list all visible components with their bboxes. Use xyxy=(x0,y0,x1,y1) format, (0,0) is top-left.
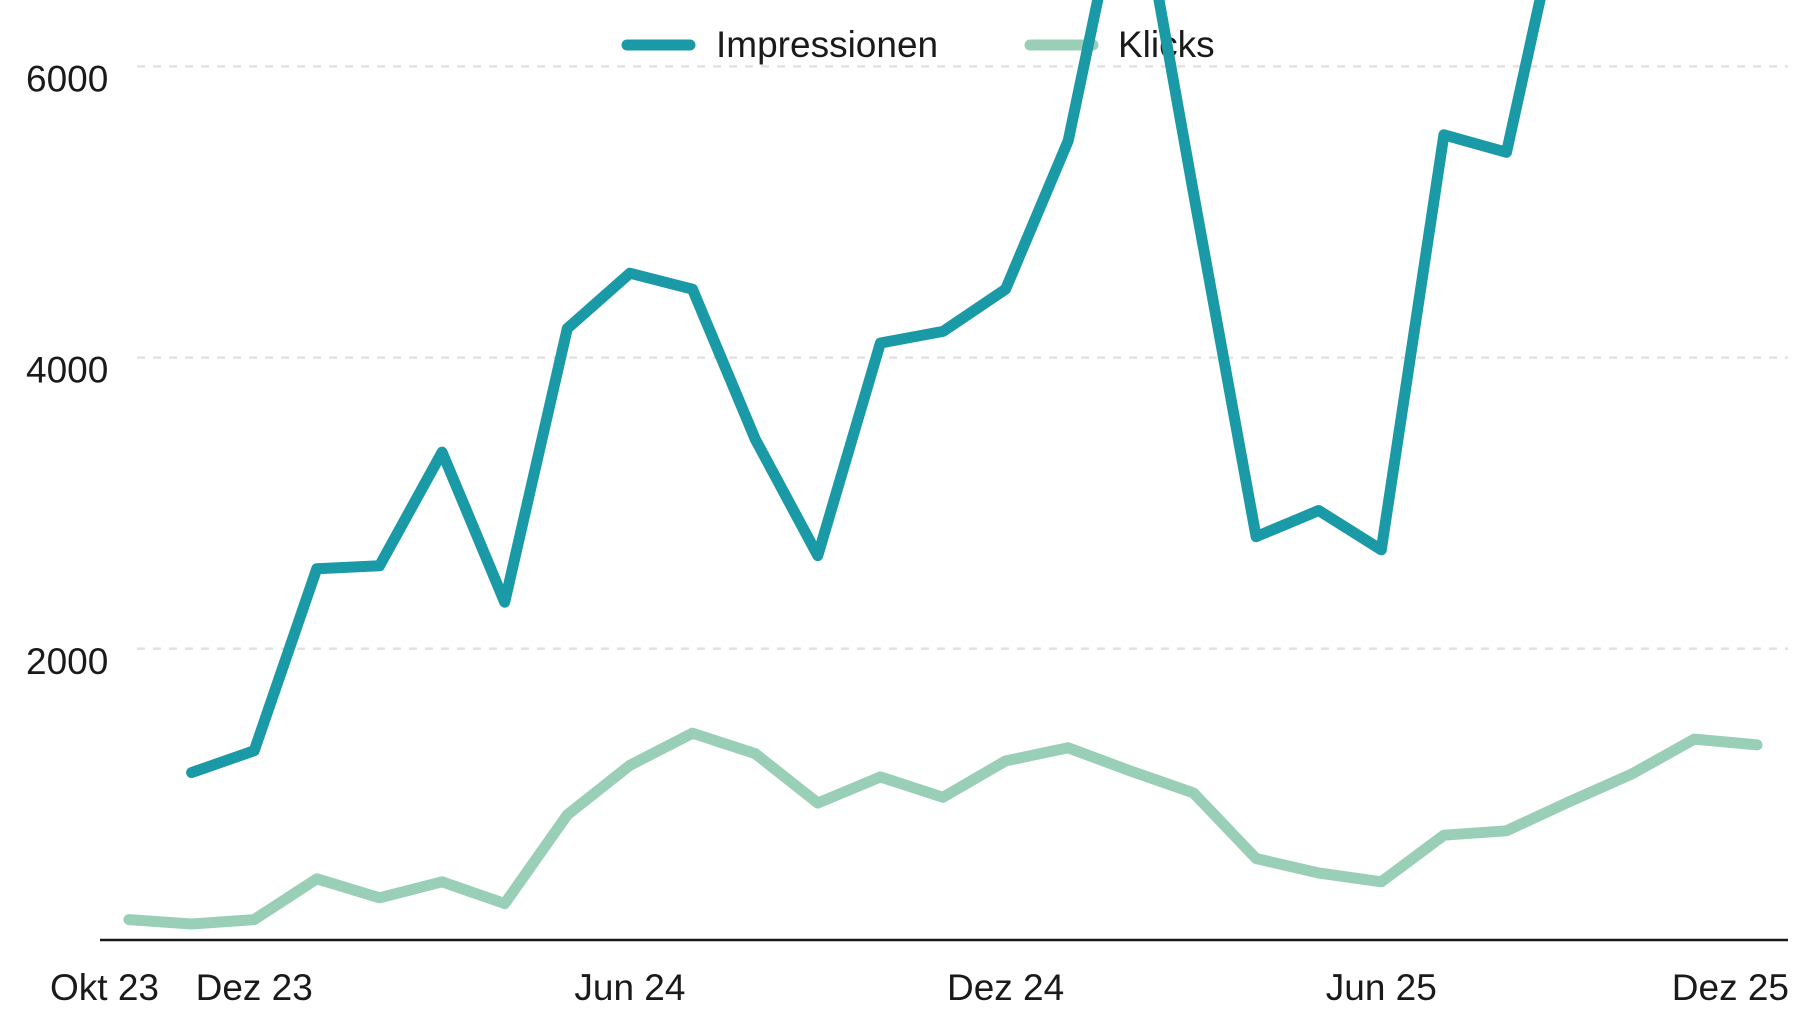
y-tick-label: 6000 xyxy=(26,58,108,99)
series-line-impressionen xyxy=(186,0,1546,779)
x-axis-ticks: Okt 23 Dez 23 Jun 24 Dez 24 Jun 25 Dez 25 xyxy=(50,967,1789,1008)
series-line-klicks xyxy=(123,727,1763,930)
y-axis-ticks: 20004000600080001000012000 xyxy=(26,58,108,682)
series-lines xyxy=(123,0,1763,930)
x-tick-label: Okt 23 xyxy=(50,967,159,1008)
gridlines xyxy=(137,65,1788,651)
x-tick-label: Dez 23 xyxy=(196,967,313,1008)
x-tick-label: Dez 25 xyxy=(1672,967,1789,1008)
legend: Impressionen Klicks xyxy=(621,24,1215,65)
x-tick-label: Dez 24 xyxy=(947,967,1064,1008)
legend-label-impressionen: Impressionen xyxy=(716,24,938,65)
y-tick-label: 4000 xyxy=(26,350,108,391)
y-tick-label: 2000 xyxy=(26,641,108,682)
x-tick-label: Jun 24 xyxy=(574,967,685,1008)
x-tick-label: Jun 25 xyxy=(1326,967,1437,1008)
